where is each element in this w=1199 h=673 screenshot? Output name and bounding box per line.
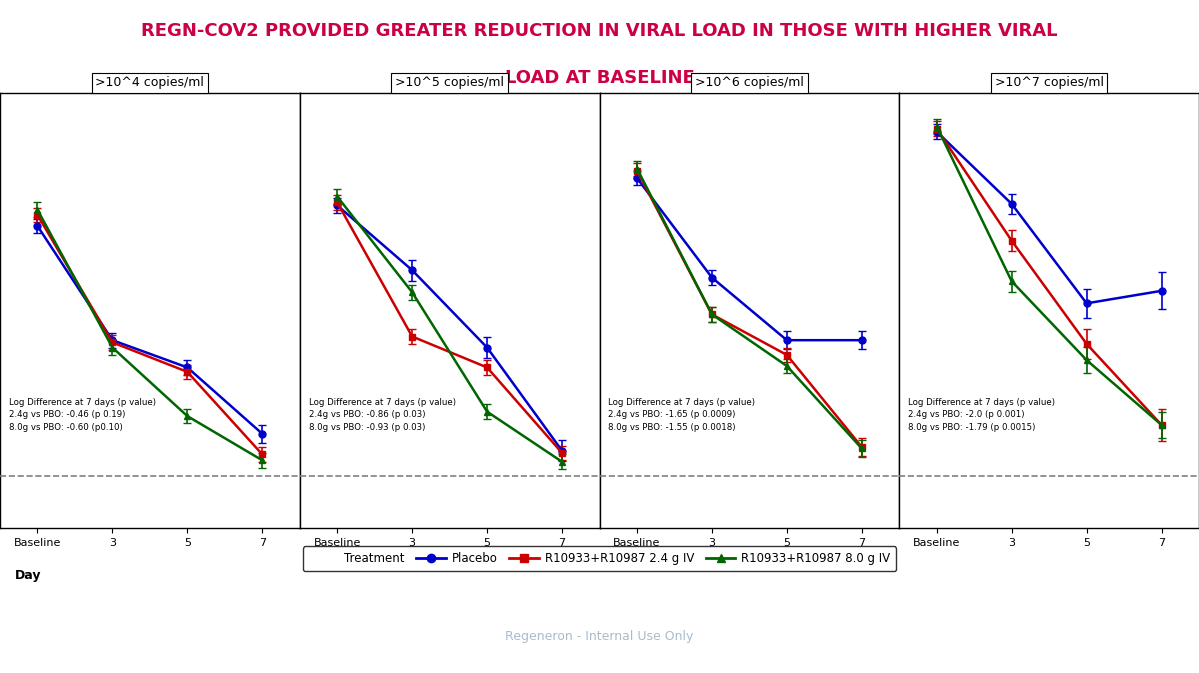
- Text: LOAD AT BASELINE: LOAD AT BASELINE: [505, 69, 694, 87]
- Text: Log Difference at 7 days (p value)
2.4g vs PBO: -2.0 (p 0.001)
8.0g vs PBO: -1.7: Log Difference at 7 days (p value) 2.4g …: [909, 398, 1055, 431]
- Title: >10^4 copies/ml: >10^4 copies/ml: [96, 77, 204, 90]
- Legend: Treatment, Placebo, R10933+R10987 2.4 g IV, R10933+R10987 8.0 g IV: Treatment, Placebo, R10933+R10987 2.4 g …: [302, 546, 897, 571]
- Title: >10^7 copies/ml: >10^7 copies/ml: [995, 77, 1103, 90]
- Text: Log Difference at 7 days (p value)
2.4g vs PBO: -1.65 (p 0.0009)
8.0g vs PBO: -1: Log Difference at 7 days (p value) 2.4g …: [608, 398, 755, 431]
- Text: Log Difference at 7 days (p value)
2.4g vs PBO: -0.46 (p 0.19)
8.0g vs PBO: -0.6: Log Difference at 7 days (p value) 2.4g …: [10, 398, 156, 431]
- Text: REGENERON: REGENERON: [72, 625, 236, 648]
- Text: Log Difference at 7 days (p value)
2.4g vs PBO: -0.86 (p 0.03)
8.0g vs PBO: -0.9: Log Difference at 7 days (p value) 2.4g …: [309, 398, 456, 431]
- Title: >10^6 copies/ml: >10^6 copies/ml: [695, 77, 803, 90]
- Text: Regeneron - Internal Use Only: Regeneron - Internal Use Only: [505, 630, 694, 643]
- Title: >10^5 copies/ml: >10^5 copies/ml: [396, 77, 504, 90]
- Text: Day: Day: [14, 569, 41, 582]
- Text: REGN-COV2 PROVIDED GREATER REDUCTION IN VIRAL LOAD IN THOSE WITH HIGHER VIRAL: REGN-COV2 PROVIDED GREATER REDUCTION IN …: [141, 22, 1058, 40]
